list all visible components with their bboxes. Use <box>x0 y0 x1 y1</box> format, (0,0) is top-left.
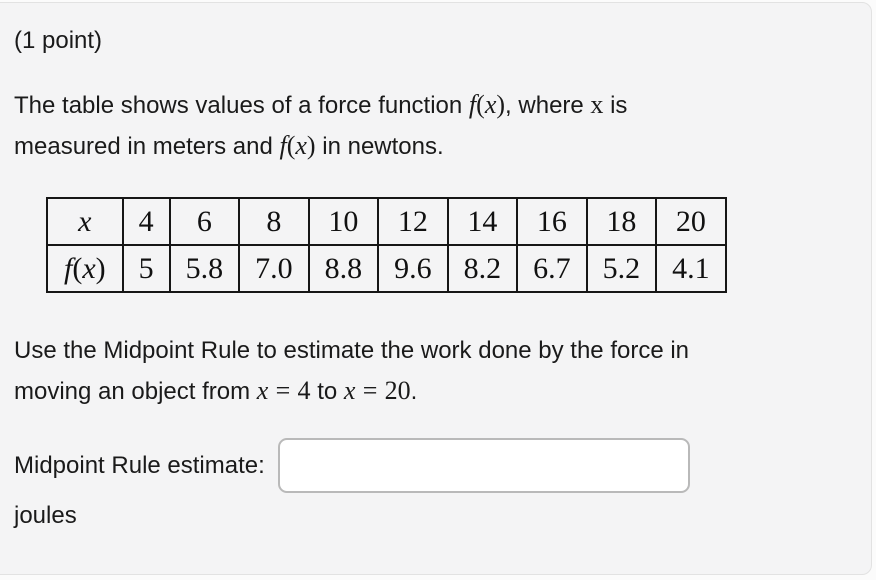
x-cell: 20 <box>655 197 727 246</box>
intro-line-2: measured in meters and f(x) in newtons. <box>14 131 444 160</box>
intro-line-1: The table shows values of a force functi… <box>14 90 628 119</box>
row-header-x: x <box>46 197 124 246</box>
problem-instruction: Use the Midpoint Rule to estimate the wo… <box>14 331 862 412</box>
fx-cell: 5.8 <box>168 244 241 293</box>
math-fx: f(x) <box>468 90 506 119</box>
table-row-fx: f(x) 5 5.8 7.0 8.8 9.6 8.2 6.7 5.2 4.1 <box>46 244 727 293</box>
math-x: x <box>590 90 604 119</box>
answer-row: Midpoint Rule estimate: <box>14 438 862 493</box>
fx-cell: 6.7 <box>516 244 588 293</box>
midpoint-estimate-input[interactable] <box>277 438 690 493</box>
x-cell: 8 <box>238 197 310 246</box>
unit-label: joules <box>14 502 77 529</box>
math-x-equals-20: x = 20 <box>343 376 411 405</box>
x-cell: 10 <box>307 197 380 246</box>
fx-cell: 4.1 <box>655 244 727 293</box>
row-header-fx: f(x) <box>46 244 124 293</box>
answer-label: Midpoint Rule estimate: <box>14 451 265 479</box>
instruction-line-2: moving an object from x = 4 to x = 20. <box>14 376 418 405</box>
math-x-equals-4: x = 4 <box>256 376 311 405</box>
x-cell: 18 <box>585 197 658 246</box>
x-cell: 6 <box>168 197 241 246</box>
x-cell: 16 <box>516 197 588 246</box>
table-row-x: x 4 6 8 10 12 14 16 18 20 <box>46 197 727 246</box>
x-cell: 4 <box>121 197 171 246</box>
fx-cell: 8.2 <box>446 244 519 293</box>
math-fx: f(x) <box>279 131 316 160</box>
points-label: (1 point) <box>14 27 103 54</box>
problem-statement-intro: The table shows values of a force functi… <box>14 85 862 167</box>
fx-cell: 8.8 <box>307 244 380 293</box>
x-cell: 14 <box>446 197 519 246</box>
instruction-line-1: Use the Midpoint Rule to estimate the wo… <box>14 337 690 364</box>
fx-cell: 5 <box>121 244 171 293</box>
x-cell: 12 <box>377 197 449 246</box>
fx-cell: 5.2 <box>585 244 658 293</box>
force-values-table: x 4 6 8 10 12 14 16 18 20 f(x) 5 5.8 7.0… <box>46 197 727 293</box>
fx-cell: 7.0 <box>238 244 310 293</box>
fx-cell: 9.6 <box>377 244 449 293</box>
